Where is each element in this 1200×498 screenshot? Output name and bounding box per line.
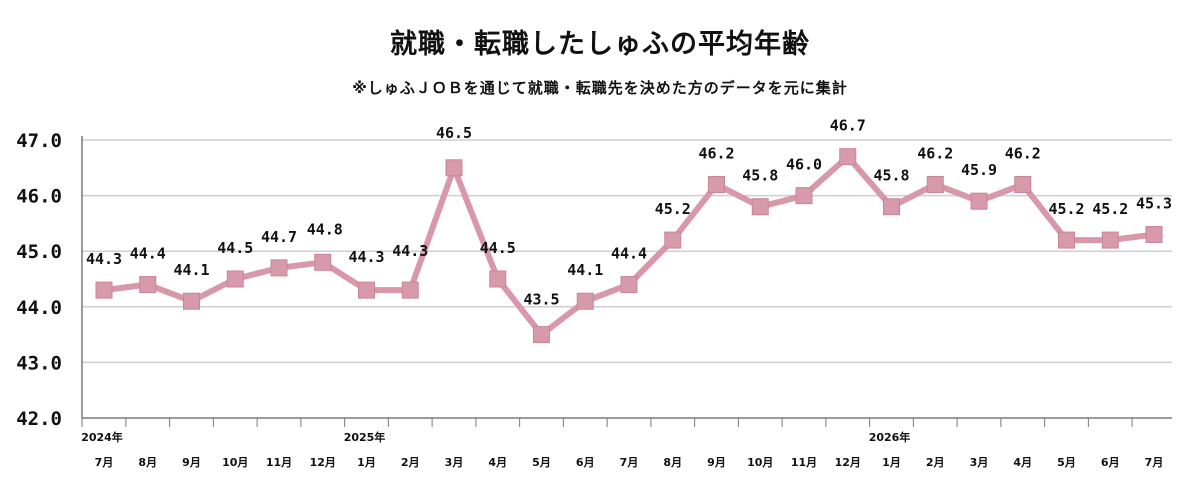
x-tick-label: 1月	[882, 456, 901, 469]
x-year-label: 2025年	[344, 430, 386, 444]
data-label: 46.7	[830, 117, 866, 135]
chart-title: 就職・転職したしゅふの平均年齢	[390, 29, 810, 60]
x-tick-label: 6月	[1101, 456, 1120, 469]
data-label: 45.9	[961, 161, 997, 179]
x-year-label: 2026年	[869, 430, 911, 444]
data-point-marker	[1014, 175, 1032, 193]
x-tick-label: 2月	[926, 456, 945, 469]
data-label: 46.0	[786, 156, 822, 174]
x-tick-label: 12月	[310, 456, 336, 469]
data-label: 46.2	[1005, 144, 1041, 162]
data-label: 44.7	[261, 228, 297, 246]
y-tick-label: 44.0	[16, 297, 62, 319]
data-label: 43.5	[523, 291, 559, 309]
x-tick-label: 11月	[266, 456, 292, 469]
x-axis: 7月 8月 9月 10月 11月 12月 1月 2月 3月 4月 5月 6月 7月 8月 9月 10月 11月 1…	[81, 418, 1163, 469]
x-tick-label: 9月	[707, 456, 726, 469]
data-label: 44.5	[217, 239, 253, 257]
data-point-marker	[183, 292, 200, 310]
data-label: 45.2	[1048, 200, 1084, 218]
data-point-marker	[839, 148, 857, 166]
data-label: 44.1	[567, 261, 603, 279]
data-labels: 44.3 44.4 44.1 44.5 44.7 44.8 44.3 44.3 46.5 44.5…	[86, 117, 1172, 309]
data-label: 45.8	[742, 167, 778, 185]
data-label: 44.3	[348, 248, 384, 266]
x-tick-label: 5月	[1057, 456, 1076, 469]
x-tick-label: 6月	[576, 456, 595, 469]
data-point-marker	[1058, 231, 1075, 249]
data-label: 45.2	[655, 200, 691, 218]
y-tick-label: 47.0	[16, 130, 62, 152]
series-markers	[95, 148, 1163, 344]
x-tick-label: 1月	[357, 456, 376, 469]
x-tick-label: 12月	[835, 456, 861, 469]
x-tick-label: 10月	[747, 456, 773, 469]
data-point-marker	[489, 270, 507, 288]
data-point-marker	[139, 276, 157, 294]
x-tick-label: 3月	[445, 456, 464, 469]
x-tick-label: 8月	[663, 456, 682, 469]
data-point-marker	[970, 192, 988, 210]
data-point-marker	[95, 281, 113, 299]
data-point-marker	[620, 276, 638, 294]
data-label: 46.2	[698, 144, 734, 162]
data-label: 44.4	[611, 245, 647, 263]
data-point-marker	[270, 259, 288, 277]
data-label: 44.4	[130, 245, 166, 263]
data-label: 44.3	[392, 242, 428, 260]
y-tick-label: 46.0	[16, 186, 62, 208]
data-label: 45.8	[873, 167, 909, 185]
data-point-marker	[751, 198, 769, 216]
data-label: 45.2	[1092, 200, 1128, 218]
y-tick-label: 43.0	[16, 352, 62, 374]
x-year-label: 2024年	[81, 430, 123, 444]
y-tick-label: 42.0	[16, 408, 62, 430]
data-label: 46.2	[917, 144, 953, 162]
data-point-marker	[795, 187, 813, 205]
data-point-marker	[664, 231, 682, 249]
data-point-marker	[576, 292, 594, 310]
x-tick-label: 7月	[95, 456, 114, 469]
y-tick-label: 45.0	[16, 241, 62, 263]
data-point-marker	[883, 198, 900, 216]
data-point-marker	[533, 326, 550, 344]
data-point-marker	[226, 270, 244, 288]
data-label: 44.8	[307, 220, 343, 238]
x-tick-label: 4月	[1013, 456, 1032, 469]
x-tick-label: 7月	[1145, 456, 1164, 469]
data-point-marker	[314, 253, 332, 271]
x-tick-label: 11月	[791, 456, 817, 469]
x-tick-label: 5月	[532, 456, 551, 469]
x-tick-label: 10月	[222, 456, 248, 469]
data-point-marker	[401, 281, 419, 299]
x-tick-label: 9月	[182, 456, 201, 469]
data-point-marker	[708, 175, 725, 193]
data-label: 44.3	[86, 250, 122, 268]
data-point-marker	[926, 175, 944, 193]
x-tick-label: 3月	[970, 456, 989, 469]
data-point-marker	[445, 159, 463, 177]
data-label: 44.5	[480, 239, 516, 257]
data-label: 44.1	[173, 261, 209, 279]
gridlines	[82, 139, 1172, 419]
chart-subtitle: ※しゅふＪＯＢを通じて就職・転職先を決めた方のデータを元に集計	[352, 79, 848, 97]
x-tick-label: 8月	[138, 456, 157, 469]
data-point-marker	[1145, 226, 1163, 244]
data-label: 46.5	[436, 124, 472, 142]
x-tick-label: 2月	[401, 456, 420, 469]
data-point-marker	[1101, 231, 1119, 249]
x-tick-label: 4月	[488, 456, 507, 469]
data-label: 45.3	[1136, 195, 1172, 213]
y-axis: 42.0 43.0 44.0 45.0 46.0 47.0	[16, 130, 83, 430]
x-tick-label: 7月	[620, 456, 639, 469]
data-point-marker	[358, 281, 375, 299]
